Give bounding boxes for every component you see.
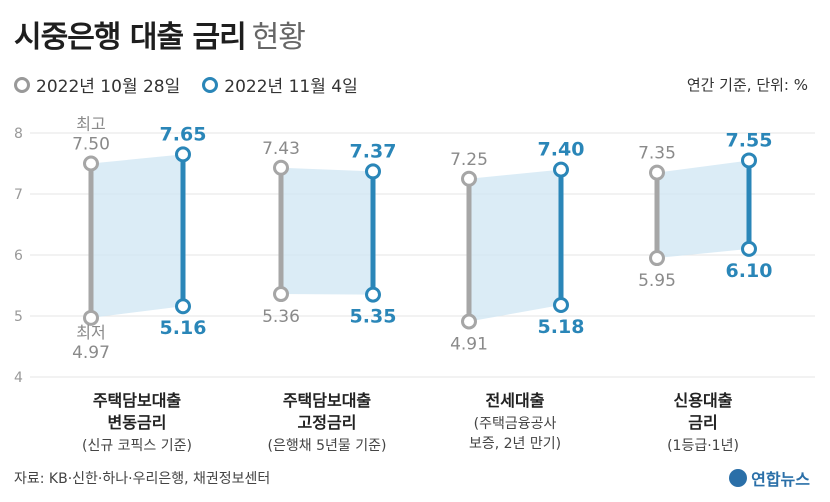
low-point-before <box>649 250 665 267</box>
source-note: 자료: KB·신한·하나·우리은행, 채권정보센터 <box>14 471 271 487</box>
value-label-high-after: 7.55 <box>726 129 773 151</box>
value-label-low-after: 5.16 <box>160 317 207 339</box>
value-label-low-after: 5.35 <box>350 306 397 328</box>
value-label-low-before: 5.36 <box>262 307 300 327</box>
high-point-after <box>365 163 381 180</box>
low-point-after <box>175 298 191 315</box>
value-label-low-before: 5.95 <box>638 271 676 291</box>
legend-marker-after <box>202 76 219 93</box>
high-caption: 최고 <box>76 115 105 134</box>
low-point-before <box>461 313 477 330</box>
change-band <box>469 169 561 322</box>
value-label-low-before: 4.91 <box>450 334 488 354</box>
category-note: (신규 코픽스 기준) <box>82 438 192 454</box>
y-tick-label: 6 <box>14 248 23 264</box>
y-tick-label: 4 <box>14 370 23 386</box>
high-point-before <box>461 170 477 187</box>
value-label-low-after: 5.18 <box>538 316 585 338</box>
change-band <box>281 167 373 295</box>
legend: 2022년 10월 28일 2022년 11월 4일 <box>14 72 380 97</box>
low-point-before <box>83 309 99 326</box>
low-point-after <box>365 286 381 303</box>
high-point-after <box>553 161 569 178</box>
high-point-before <box>649 164 665 181</box>
legend-item-after: 2022년 11월 4일 <box>202 72 358 97</box>
value-label-low-before: 4.97 <box>72 343 110 363</box>
publisher-logo: 연합뉴스 <box>729 466 810 490</box>
value-label-high-after: 7.37 <box>350 140 397 162</box>
value-label-high-after: 7.65 <box>160 123 207 145</box>
high-point-before <box>83 155 99 172</box>
legend-marker-before <box>14 76 30 93</box>
value-label-high-before: 7.43 <box>262 139 300 159</box>
logo-text: 연합뉴스 <box>751 470 810 489</box>
legend-label-after: 2022년 11월 4일 <box>224 77 358 97</box>
low-point-after <box>553 297 569 314</box>
value-label-high-before: 7.35 <box>638 144 676 164</box>
high-point-before <box>273 159 289 176</box>
y-tick-label: 7 <box>14 187 23 203</box>
category-label: 주택담보대출 <box>283 391 372 410</box>
category-note: 보증, 2년 만기) <box>469 436 561 452</box>
high-point-after <box>741 152 757 169</box>
value-label-high-after: 7.40 <box>538 139 585 161</box>
value-label-low-after: 6.10 <box>726 260 773 282</box>
category-label: 변동금리 <box>108 413 167 432</box>
title-sub: 현황 <box>251 20 306 55</box>
value-label-high-before: 7.25 <box>450 150 488 170</box>
chart-title: 시중은행 대출 금리 현황 <box>14 12 306 56</box>
y-tick-label: 5 <box>14 309 23 325</box>
category-note: (은행채 5년물 기준) <box>268 438 387 454</box>
category-label: 고정금리 <box>298 413 357 432</box>
low-point-before <box>273 286 289 303</box>
category-label: 전세대출 <box>486 391 545 410</box>
legend-label-before: 2022년 10월 28일 <box>36 77 181 97</box>
high-point-after <box>175 146 191 163</box>
legend-item-before: 2022년 10월 28일 <box>14 72 180 97</box>
low-caption: 최저 <box>76 323 105 342</box>
y-tick-label: 8 <box>14 126 23 142</box>
category-label: 신용대출 <box>674 391 733 410</box>
unit-label: 연간 기준, 단위: % <box>686 76 808 94</box>
category-note: (1등급·1년) <box>667 438 739 454</box>
title-main: 시중은행 대출 금리 <box>14 20 247 55</box>
change-band <box>657 160 749 259</box>
change-band <box>91 154 183 318</box>
value-label-high-before: 7.50 <box>72 135 110 155</box>
low-point-after <box>741 240 757 257</box>
logo-icon <box>729 469 748 487</box>
category-note: (주택금융공사 <box>474 416 557 432</box>
category-label: 주택담보대출 <box>93 391 182 410</box>
category-label: 금리 <box>688 413 717 432</box>
